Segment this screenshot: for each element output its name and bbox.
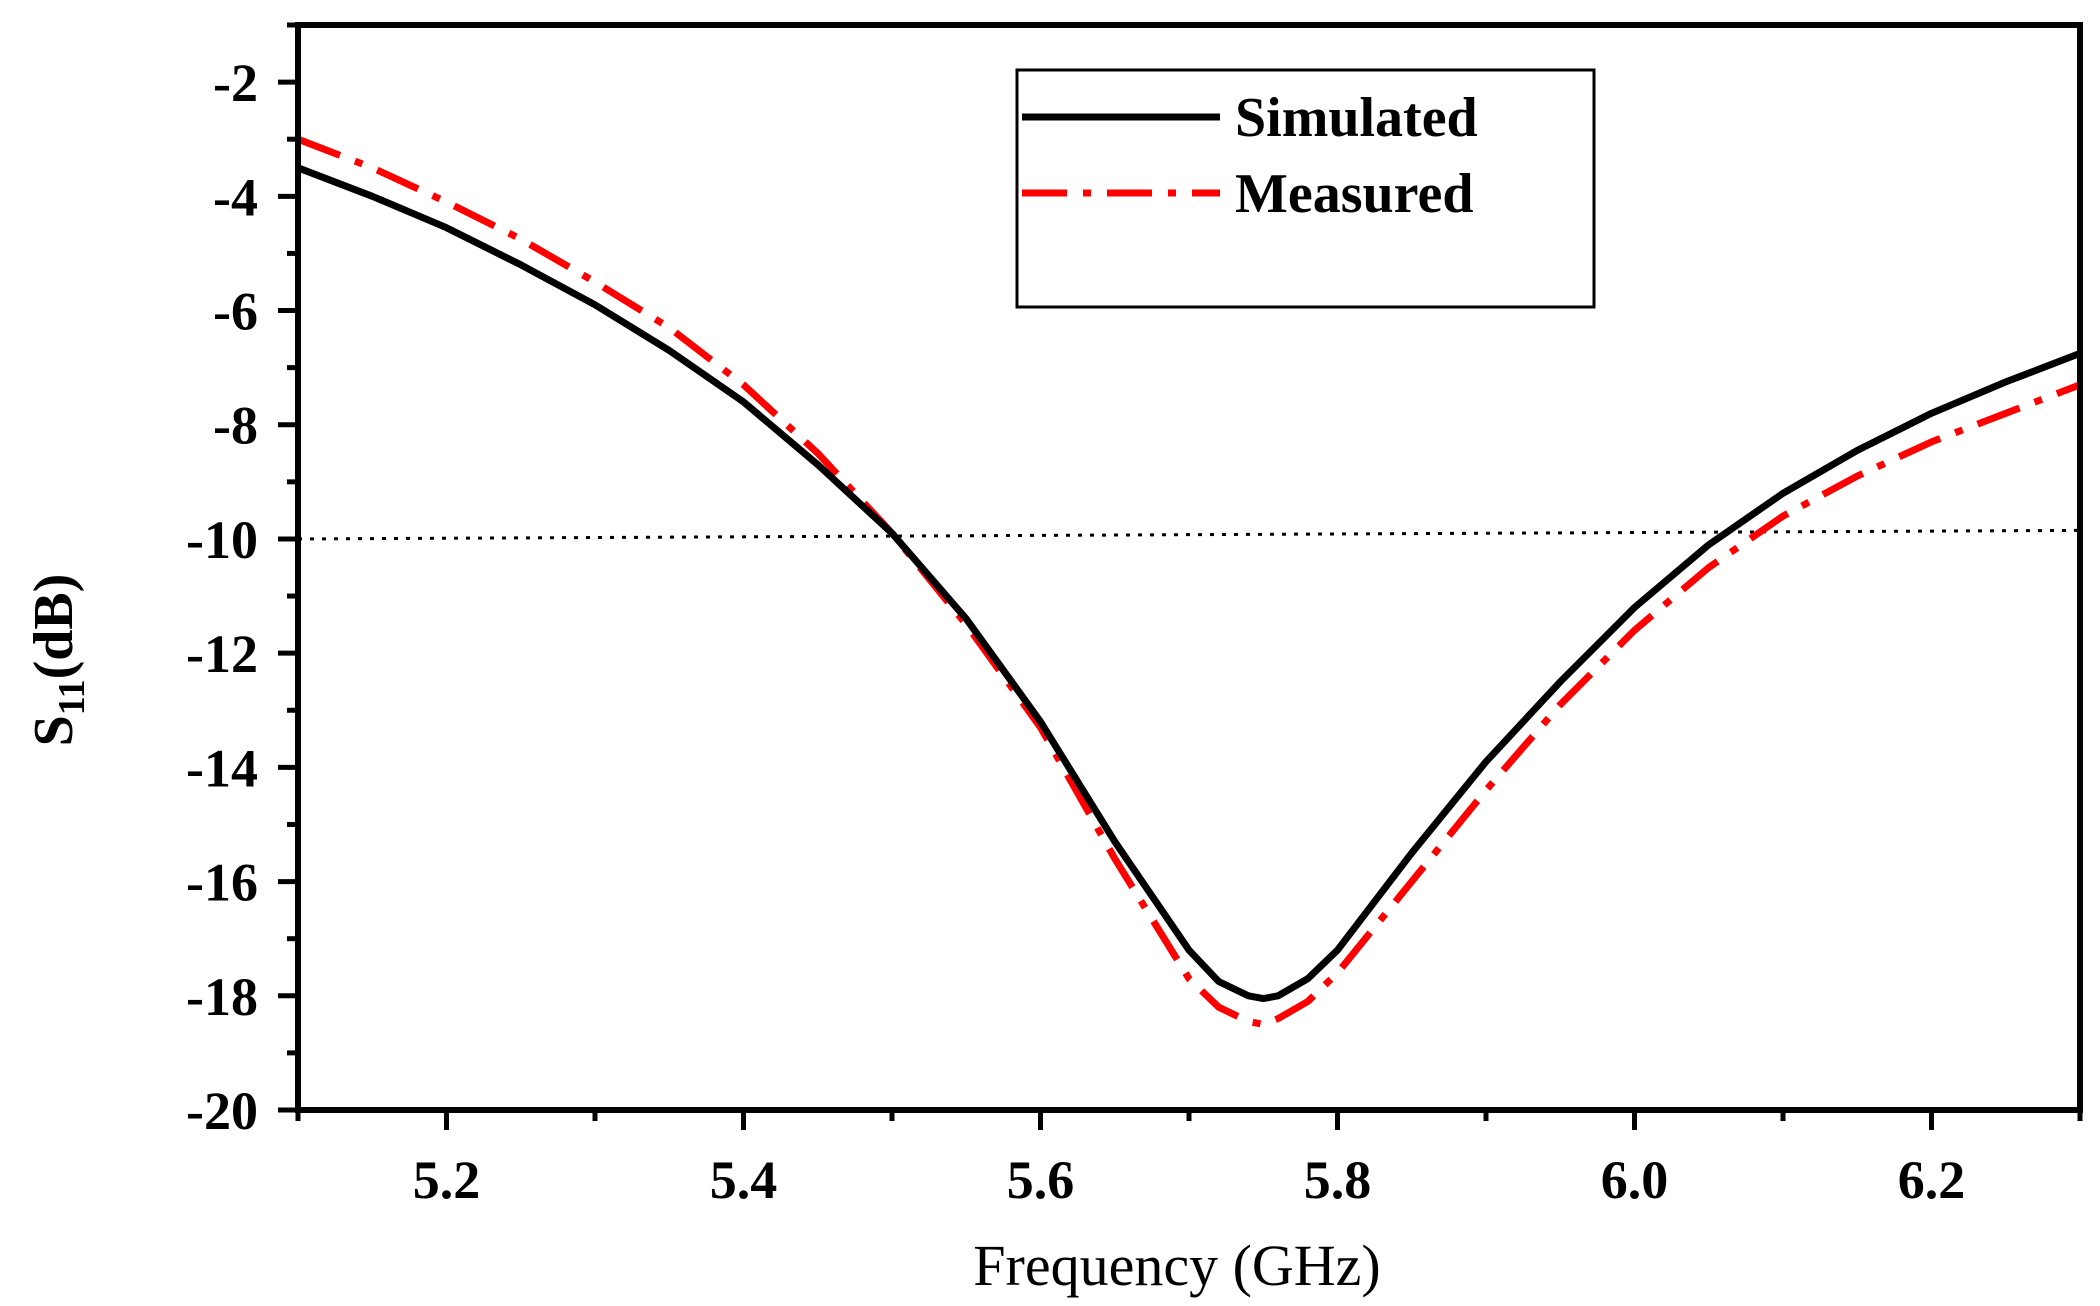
legend-box bbox=[1015, 68, 1596, 309]
y-axis-title-unit: (dB) bbox=[23, 574, 85, 680]
legend: Simulated Measured bbox=[1015, 68, 1596, 309]
reference-line-minus-10db bbox=[297, 528, 2081, 541]
legend-label-measured: Measured bbox=[1235, 163, 1474, 225]
y-tick-label: -18 bbox=[186, 967, 258, 1027]
y-tick-label: -12 bbox=[186, 624, 258, 684]
x-tick-label: 5.4 bbox=[710, 1150, 778, 1210]
y-tick-label: -4 bbox=[213, 167, 258, 227]
x-tick-labels: 5.2 5.4 5.6 5.8 6.0 6.2 bbox=[413, 1150, 1966, 1210]
series-lines bbox=[296, 135, 2082, 1028]
x-tick-label: 5.8 bbox=[1304, 1150, 1372, 1210]
y-tick-labels: -20 -18 -16 -14 -12 -10 -8 -6 -4 -2 bbox=[186, 53, 258, 1141]
y-axis-title: S11(dB) bbox=[23, 574, 93, 747]
y-tick-label: -14 bbox=[186, 738, 258, 798]
y-axis-title-subscript: 11 bbox=[51, 679, 93, 715]
series-line-measured bbox=[296, 135, 2082, 1028]
legend-label-simulated: Simulated bbox=[1235, 87, 1478, 149]
x-tick-label: 5.6 bbox=[1007, 1150, 1075, 1210]
x-tick-label: 6.0 bbox=[1601, 1150, 1669, 1210]
y-axis-title-main: S bbox=[23, 715, 85, 746]
series-line-simulated bbox=[296, 164, 2082, 1003]
y-tick-label: -8 bbox=[213, 396, 258, 456]
y-tick-label: -16 bbox=[186, 853, 258, 913]
y-tick-label: -6 bbox=[213, 282, 258, 342]
x-tick-label: 6.2 bbox=[1898, 1150, 1966, 1210]
y-tick-label: -20 bbox=[186, 1081, 258, 1141]
plot-frame bbox=[295, 22, 2083, 1113]
x-tick-label: 5.2 bbox=[413, 1150, 481, 1210]
x-axis-title: Frequency (GHz) bbox=[973, 1233, 1380, 1298]
y-tick-label: -2 bbox=[213, 53, 258, 113]
y-tick-label: -10 bbox=[186, 510, 258, 570]
